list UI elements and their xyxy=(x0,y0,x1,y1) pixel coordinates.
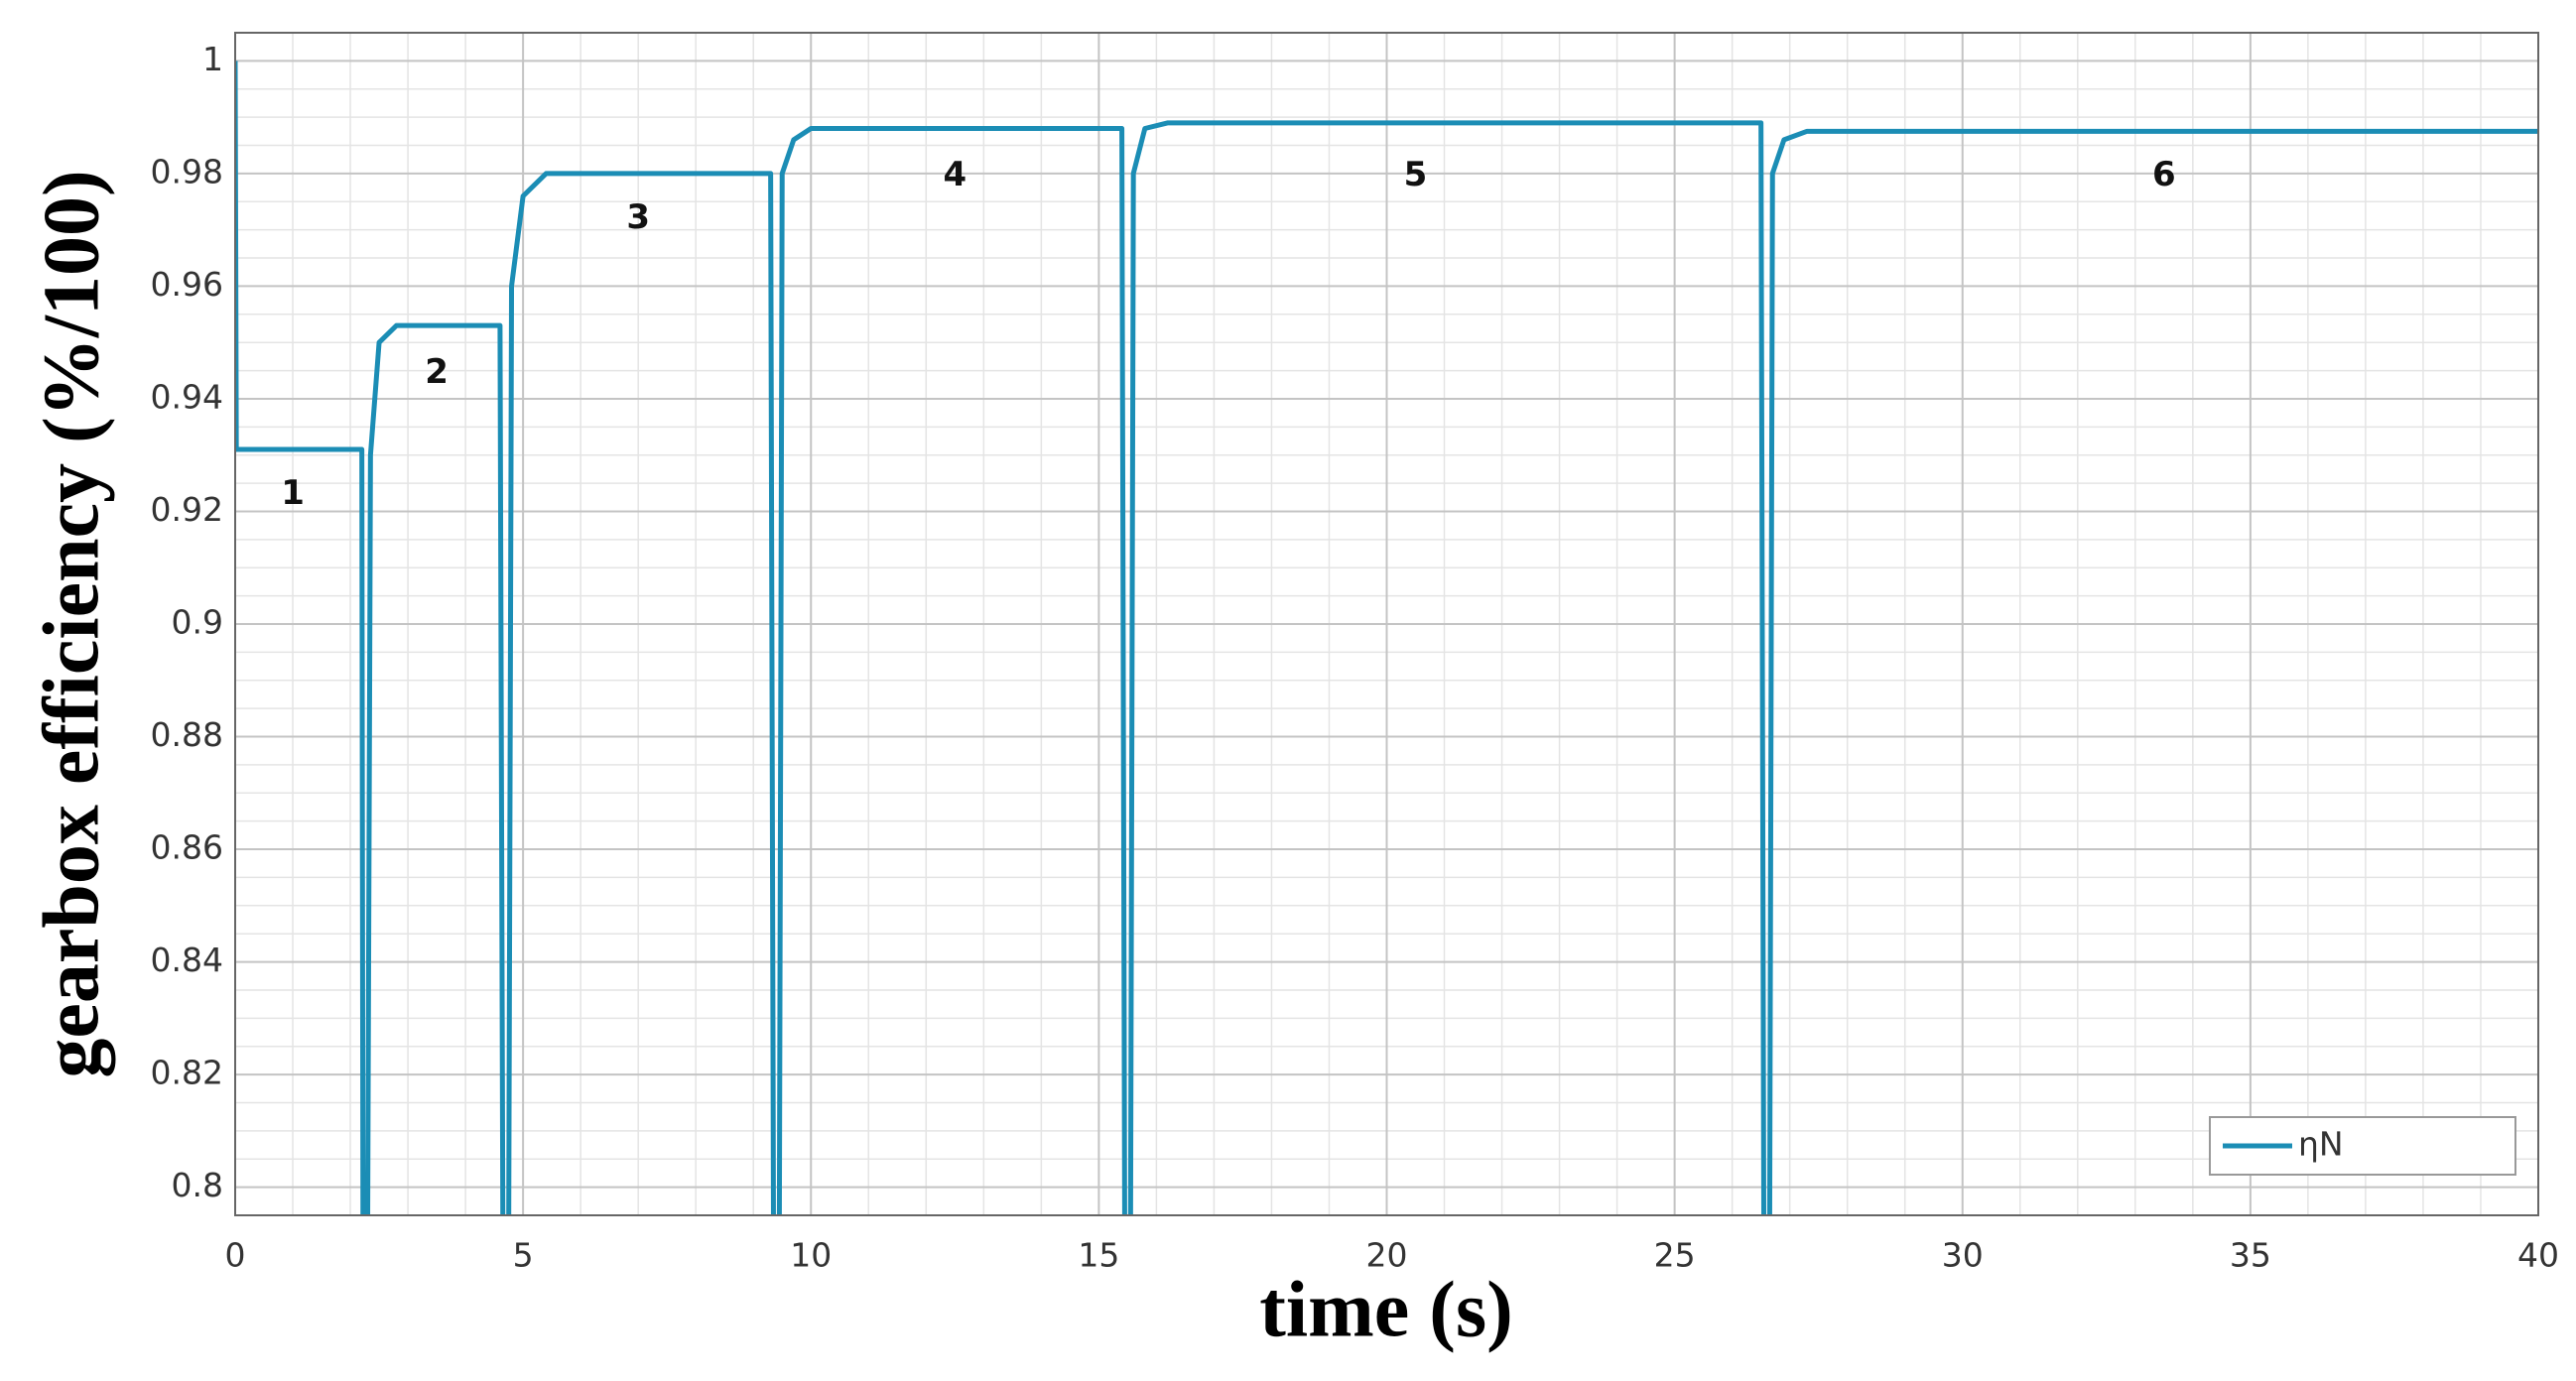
y-tick-label: 0.82 xyxy=(151,1054,223,1092)
y-tick-label: 0.88 xyxy=(151,715,223,754)
grid xyxy=(234,33,2539,1215)
gear-annotation: 3 xyxy=(626,197,650,237)
legend: ηN xyxy=(2209,1116,2516,1176)
x-tick-label: 10 xyxy=(790,1236,832,1275)
x-axis-label: time (s) xyxy=(1259,1266,1512,1353)
y-tick-label: 0.8 xyxy=(172,1166,223,1204)
y-tick-label: 0.92 xyxy=(151,490,223,529)
gear-annotation: 1 xyxy=(281,473,305,513)
gear-annotation: 6 xyxy=(2152,155,2176,194)
data-line xyxy=(235,61,2538,1215)
y-tick-label: 0.9 xyxy=(172,603,223,642)
y-tick-label: 0.98 xyxy=(151,152,223,190)
legend-label: ηN xyxy=(2298,1125,2344,1164)
gear-annotation: 5 xyxy=(1404,155,1428,194)
plot-lines xyxy=(235,61,2538,1215)
x-tick-label: 25 xyxy=(1654,1236,1696,1275)
x-tick-label: 0 xyxy=(225,1236,246,1275)
gear-annotation: 2 xyxy=(425,352,449,392)
y-tick-label: 0.86 xyxy=(151,828,223,867)
x-tick-label: 15 xyxy=(1078,1236,1119,1275)
axes-frame xyxy=(234,32,2539,1216)
gear-annotation: 4 xyxy=(943,155,966,194)
y-tick-label: 0.84 xyxy=(151,941,223,979)
x-tick-label: 30 xyxy=(1942,1236,1984,1275)
y-axis-label: gearbox efficiency (%/100) xyxy=(28,170,115,1077)
x-tick-label: 35 xyxy=(2230,1236,2271,1275)
y-tick-label: 1 xyxy=(202,40,223,78)
x-tick-label: 5 xyxy=(513,1236,534,1275)
x-tick-label: 20 xyxy=(1366,1236,1408,1275)
y-tick-label: 0.94 xyxy=(151,377,223,416)
x-tick-label: 40 xyxy=(2517,1236,2559,1275)
y-tick-label: 0.96 xyxy=(151,265,223,304)
